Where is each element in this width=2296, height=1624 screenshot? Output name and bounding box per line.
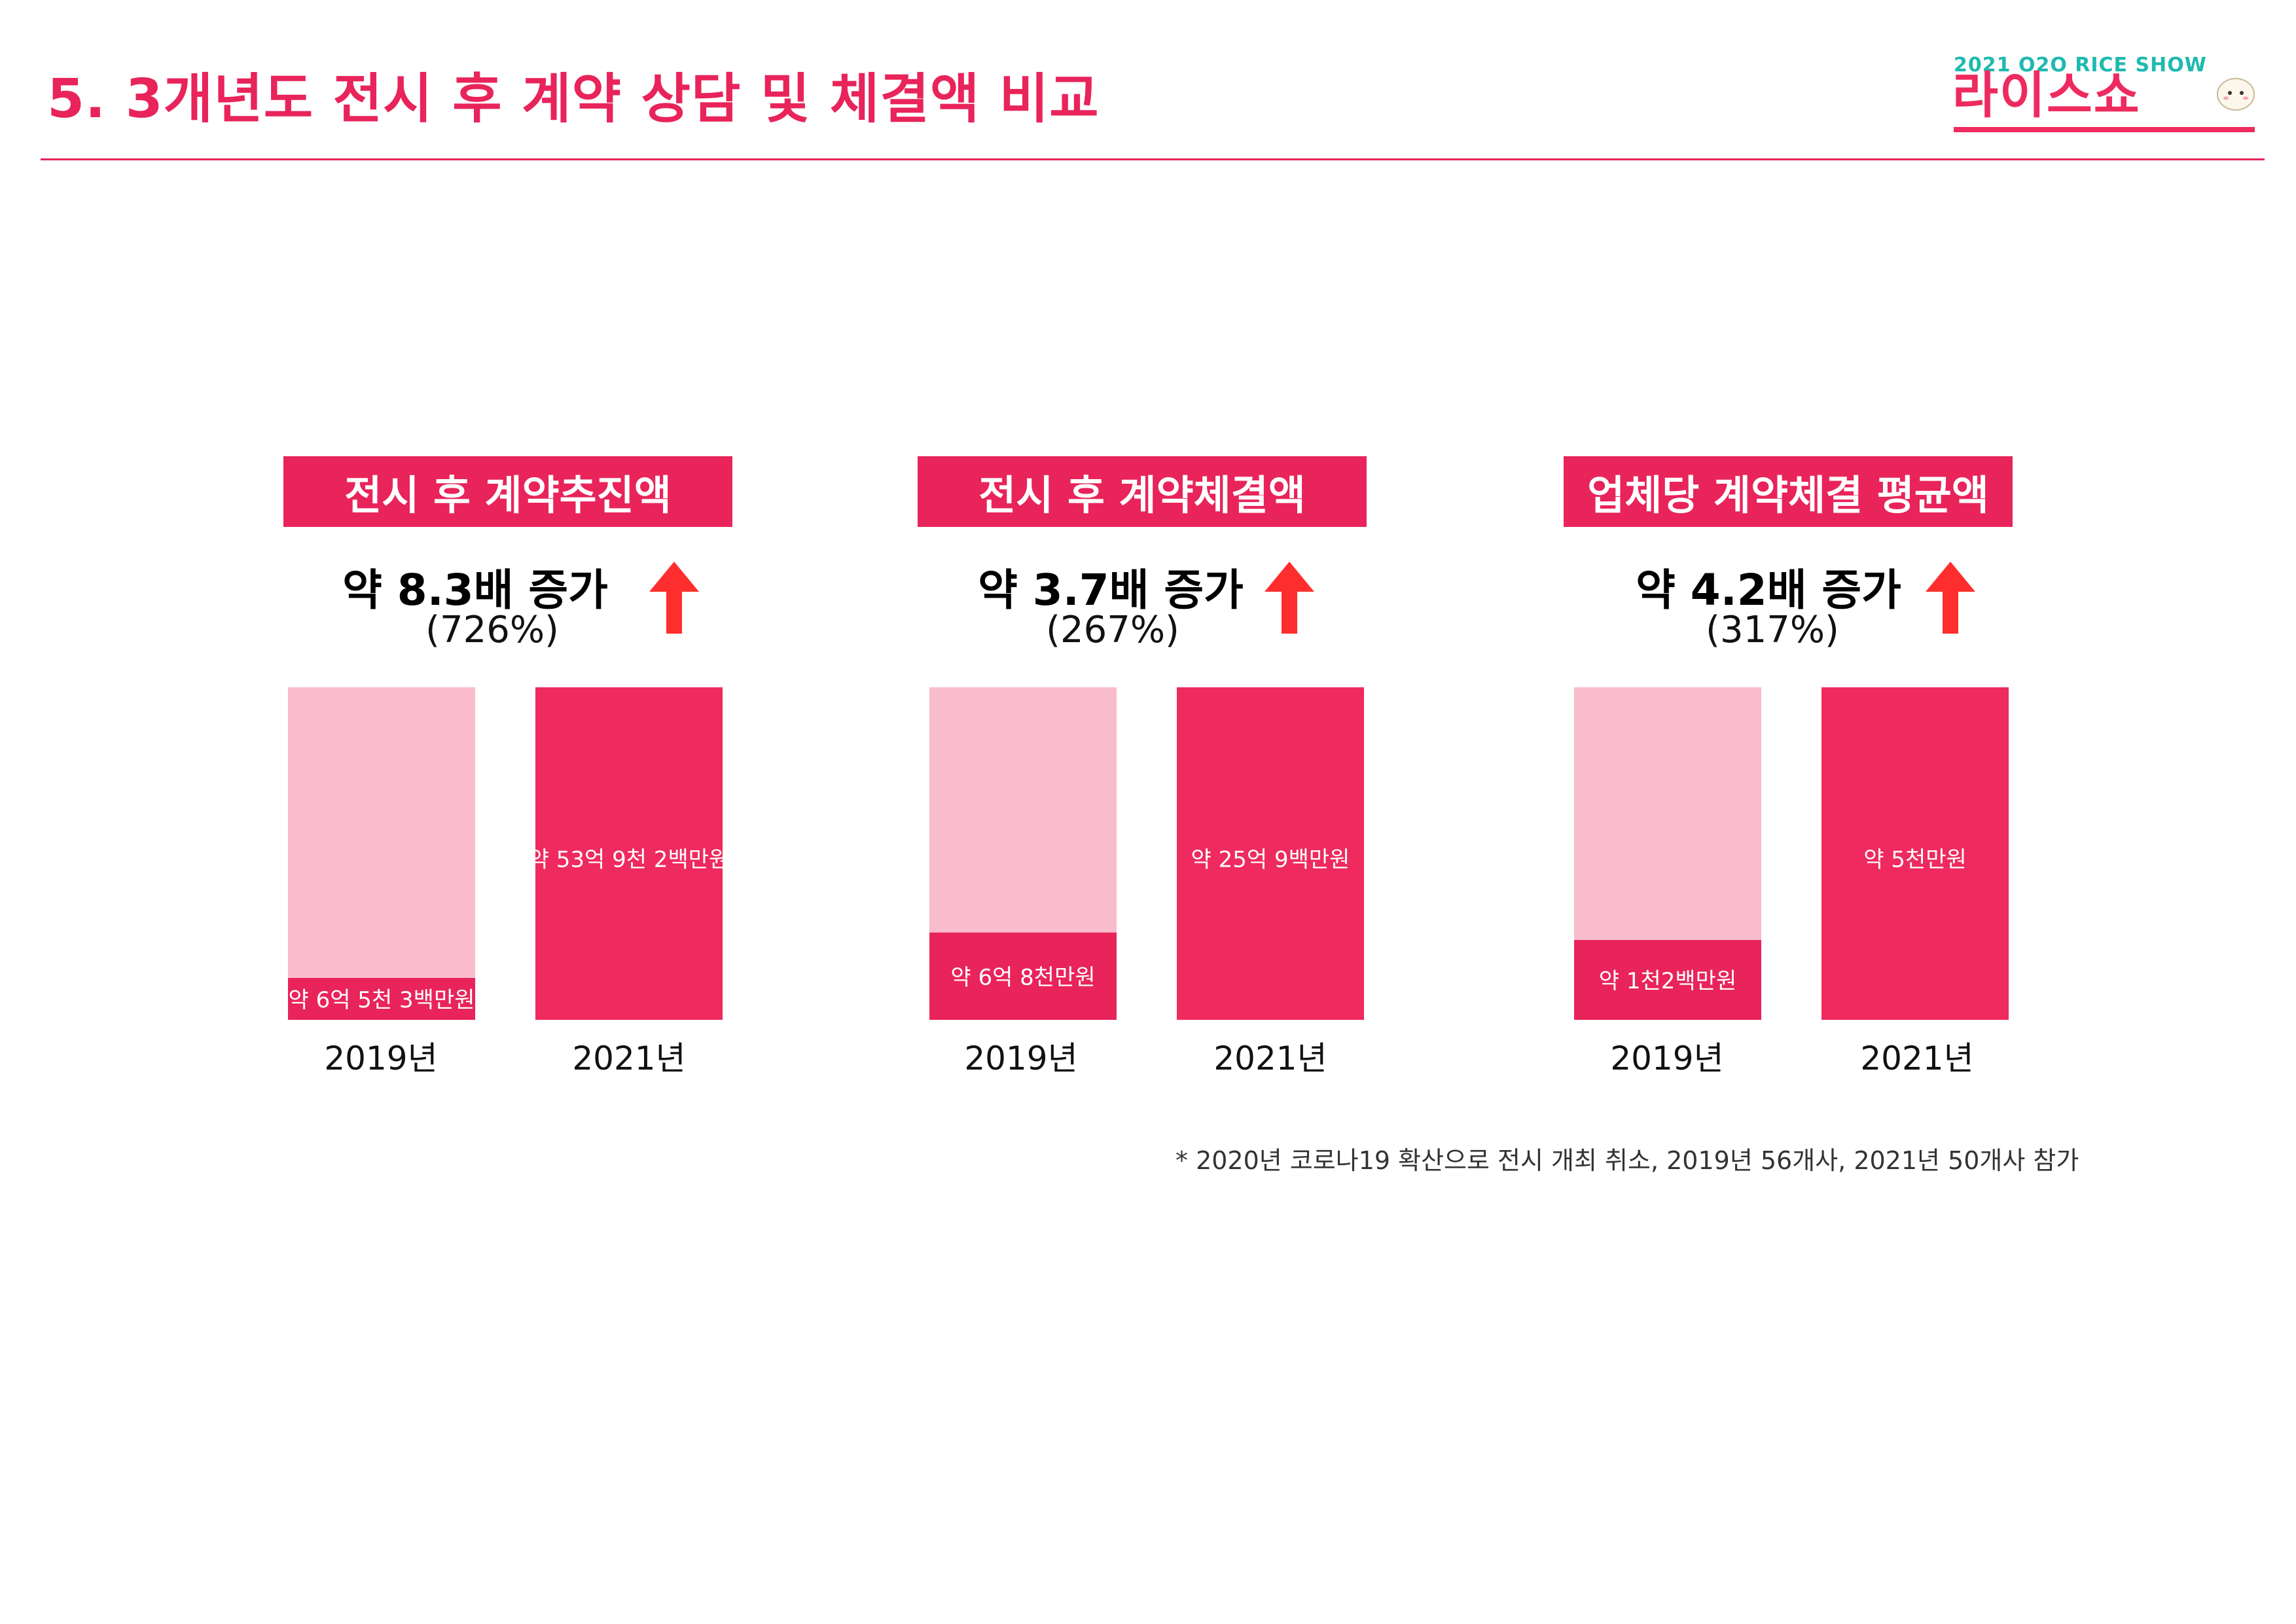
panel-percent-average-per-company: (317%) [1706, 609, 1839, 651]
up-arrow-icon [649, 562, 699, 634]
rice-mascot-icon [2217, 78, 2255, 111]
rice-show-logo: 2021 O2O RICE SHOW 라이스쇼 [1952, 54, 2261, 139]
logo-subtitle: 2021 O2O RICE SHOW [1954, 54, 2207, 77]
bar-2019년 [1574, 940, 1761, 1020]
panel-headline-average-per-company: 약 4.2배 증가 [1636, 565, 1901, 615]
year-label-2019: 2019년 [964, 1039, 1078, 1077]
bar-2019년 [929, 932, 1117, 1020]
year-label-2019: 2019년 [1610, 1039, 1724, 1077]
year-label-2021: 2021년 [572, 1039, 686, 1077]
bar-value-label: 약 6억 5천 3백만원 [289, 987, 475, 1013]
footnote: * 2020년 코로나19 확산으로 전시 개최 취소, 2019년 56개사,… [1175, 1146, 2079, 1175]
bar-value-label: 약 5천만원 [1863, 846, 1967, 873]
bar-chart-contract-pursued: 약 6억 5천 3백만원 약 53억 9천 2백만원 [288, 687, 730, 1020]
year-label-2019: 2019년 [324, 1039, 438, 1077]
title-divider [41, 158, 2265, 160]
bar-value-label: 약 53억 9천 2백만원 [529, 846, 730, 873]
up-arrow-icon [1265, 562, 1314, 634]
page-title: 5. 3개년도 전시 후 계약 상담 및 체결액 비교 [47, 68, 1100, 130]
panel-headline-contract-closed: 약 3.7배 증가 [978, 565, 1244, 615]
panel-tag-contract-closed: 전시 후 계약체결액 [918, 456, 1367, 527]
bar-chart-contract-closed: 약 6억 8천만원 약 25억 9백만원 [929, 687, 1364, 1020]
year-label-2021: 2021년 [1213, 1039, 1327, 1077]
panel-percent-contract-closed: (267%) [1046, 609, 1179, 651]
bar-2021년 [535, 687, 723, 1020]
panel-headline-contract-pursued: 약 8.3배 증가 [342, 565, 608, 615]
bar-2021년 [1177, 687, 1364, 1020]
bar-value-label: 약 1천2백만원 [1599, 968, 1736, 994]
up-arrow-icon [1926, 562, 1975, 634]
year-label-2021: 2021년 [1860, 1039, 1974, 1077]
logo-underline [1954, 127, 2255, 132]
bar-background-2019년 [288, 687, 475, 1020]
panel-percent-contract-pursued: (726%) [425, 609, 559, 651]
bar-2021년 [1821, 687, 2009, 1020]
logo-wordmark: 라이스쇼 [1952, 66, 2141, 124]
bar-value-label: 약 25억 9백만원 [1191, 846, 1350, 873]
panel-tag-average-per-company: 업체당 계약체결 평균액 [1564, 456, 2013, 527]
bar-value-label: 약 6억 8천만원 [950, 964, 1095, 990]
bar-2019년 [288, 978, 475, 1020]
bar-chart-average-per-company: 약 1천2백만원 약 5천만원 [1574, 687, 2009, 1020]
panel-tag-contract-pursued: 전시 후 계약추진액 [283, 456, 732, 527]
